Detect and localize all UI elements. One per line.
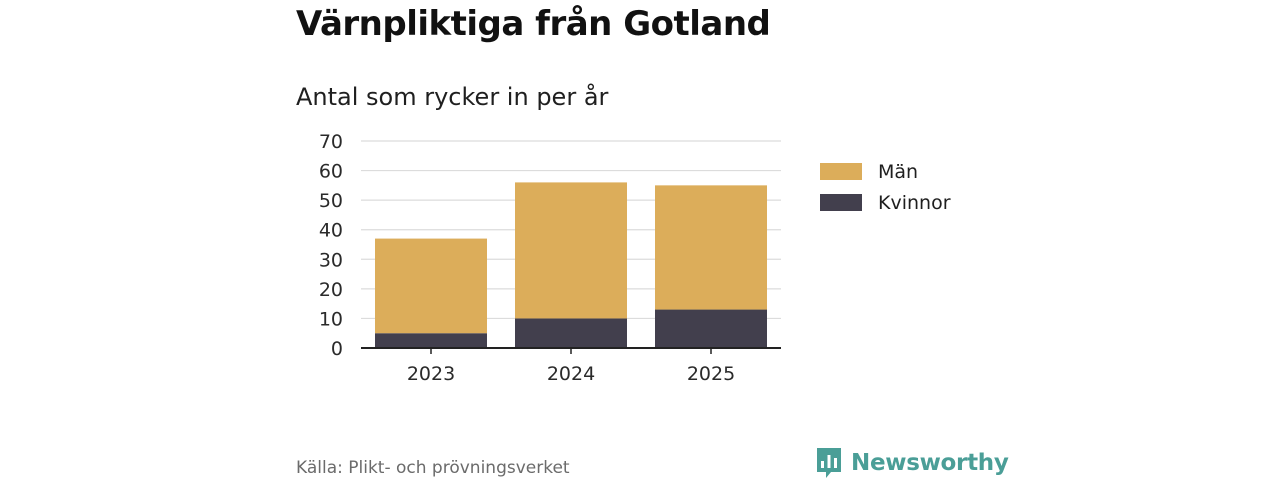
bar-män-2024 — [515, 182, 627, 319]
legend-label-kvinnor: Kvinnor — [878, 192, 951, 214]
y-tick-label: 50 — [319, 190, 343, 212]
bar-män-2025 — [655, 185, 767, 310]
x-axis-ticks: 2023 2024 2025 — [361, 347, 781, 385]
bar-kvinnor-2024 — [515, 318, 627, 348]
legend-label-män: Män — [878, 161, 918, 183]
y-axis-ticks: 0 10 20 30 40 50 60 70 — [319, 131, 343, 360]
bars — [375, 182, 767, 348]
y-tick-label: 20 — [319, 279, 343, 301]
bar-män-2023 — [375, 238, 487, 334]
brand-name: Newsworthy — [851, 450, 1009, 476]
y-tick-label: 30 — [319, 249, 343, 271]
chart-title: Värnpliktiga från Gotland — [296, 4, 771, 44]
legend-swatch-kvinnor — [820, 194, 862, 211]
y-tick-label: 70 — [319, 131, 343, 153]
y-tick-label: 10 — [319, 308, 343, 330]
y-tick-label: 40 — [319, 220, 343, 242]
y-tick-label: 60 — [319, 161, 343, 183]
bar-kvinnor-2025 — [655, 309, 767, 348]
legend-swatch-män — [820, 163, 862, 180]
x-tick-label: 2025 — [687, 363, 735, 385]
bar-kvinnor-2023 — [375, 333, 487, 348]
chart-subtitle: Antal som rycker in per år — [296, 83, 609, 111]
x-tick-label: 2023 — [407, 363, 455, 385]
legend: Män Kvinnor — [820, 161, 951, 214]
x-tick-label: 2024 — [547, 363, 595, 385]
y-tick-label: 0 — [331, 338, 343, 360]
brand-logo[interactable]: Newsworthy — [815, 446, 1009, 480]
newsworthy-logo-icon — [817, 448, 841, 478]
source-note: Källa: Plikt- och prövningsverket — [296, 458, 570, 478]
